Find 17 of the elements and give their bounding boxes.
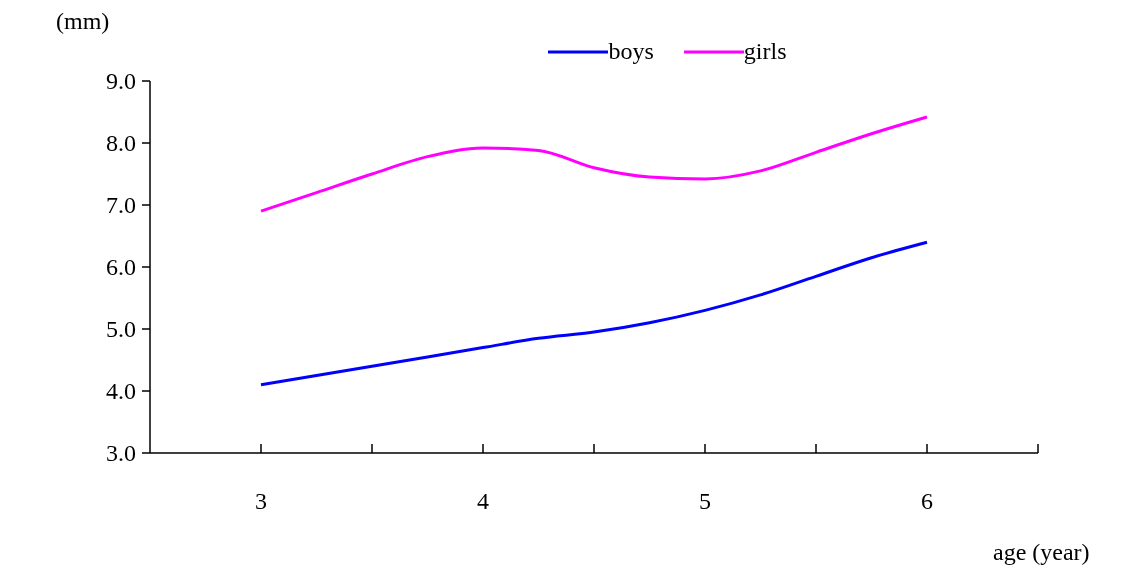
x-tick-label: 3 <box>255 488 267 515</box>
y-axis-title: (mm) <box>56 8 110 35</box>
x-axis-title: age (year) <box>993 539 1090 566</box>
y-tick-label: 4.0 <box>106 378 136 405</box>
y-tick-label: 7.0 <box>106 192 136 219</box>
legend-label: girls <box>743 38 787 65</box>
x-tick-label: 6 <box>921 488 933 515</box>
y-tick-label: 6.0 <box>106 254 136 281</box>
legend-label: boys <box>608 38 654 65</box>
line-series <box>259 240 929 387</box>
y-tick-label: 3.0 <box>106 440 136 467</box>
y-tick-label: 9.0 <box>106 68 136 95</box>
x-tick-label: 4 <box>477 488 489 515</box>
y-tick-label: 8.0 <box>106 130 136 157</box>
y-tick-label: 5.0 <box>106 316 136 343</box>
x-tick-label: 5 <box>699 488 711 515</box>
line-series <box>259 115 929 213</box>
